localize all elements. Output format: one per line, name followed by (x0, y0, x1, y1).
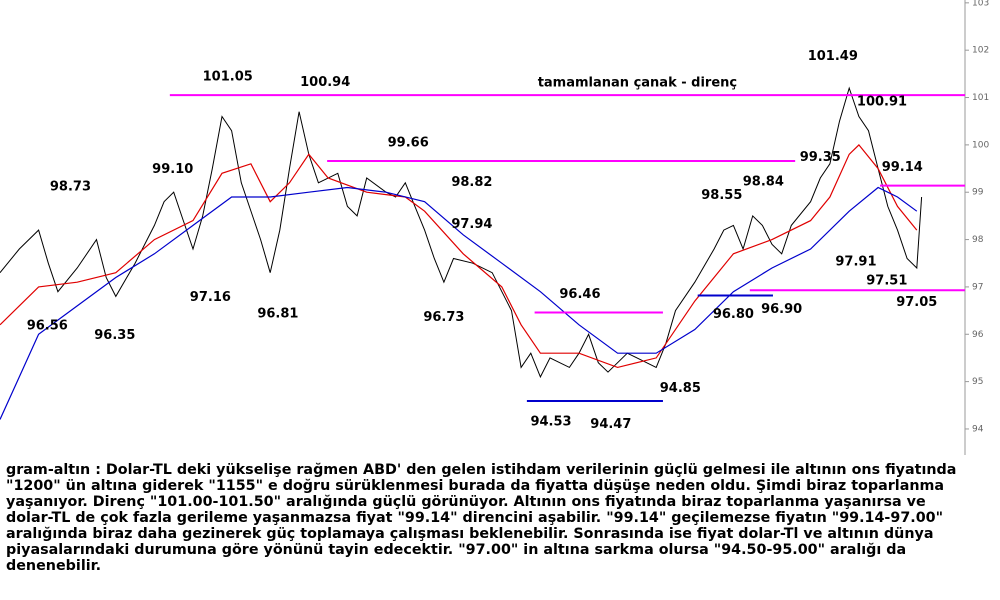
level-label: tamamlanan çanak - direnç (538, 76, 737, 91)
series-line (0, 144, 918, 369)
price-label: 96.46 (559, 287, 600, 302)
price-label: 98.55 (701, 188, 742, 203)
price-label: 94.47 (590, 417, 631, 432)
chart: 94 95 96 97 98 99 100 101 102 103 tamamlanan çanak… (0, 0, 989, 455)
price-label: 99.14 (882, 160, 923, 175)
price-label: 99.66 (388, 135, 429, 150)
commentary: gram-altın : Dolar-TL deki yükselişe rağ… (6, 462, 996, 574)
price-label: 97.94 (451, 217, 492, 232)
series-line (0, 86, 923, 379)
price-label: 98.73 (50, 180, 91, 195)
y-tick-label: 95 (972, 377, 983, 387)
commentary-line: gram-altın : Dolar-TL deki yükselişe rağ… (6, 462, 957, 478)
price-label: 98.84 (743, 174, 784, 189)
price-label: 97.05 (896, 295, 937, 310)
commentary-line: dolar-TL de çok fazla gerileme yaşanmazs… (6, 510, 944, 526)
commentary-line: yaşanıyor. Direnç "101.00-101.50" aralığ… (6, 494, 926, 510)
price-label: 96.80 (713, 307, 754, 322)
price-label: 99.10 (152, 162, 193, 177)
commentary-line: piyasalarındaki durumuna göre yönünü tay… (6, 542, 907, 558)
price-label: 96.81 (257, 306, 298, 321)
price-label: 101.05 (203, 70, 253, 85)
y-tick-label: 96 (972, 330, 984, 340)
price-label: 101.49 (808, 49, 858, 64)
price-label: 100.91 (857, 94, 907, 109)
price-label: 100.94 (300, 75, 350, 90)
y-tick-label: 102 (972, 46, 989, 56)
price-label: 98.82 (451, 175, 492, 190)
y-tick-label: 99 (972, 188, 984, 198)
price-label: 97.51 (866, 273, 907, 288)
price-label: 96.90 (761, 302, 802, 317)
price-label: 97.16 (190, 290, 231, 305)
price-label: 96.73 (423, 310, 464, 325)
y-tick-label: 98 (972, 235, 984, 245)
commentary-line: aralığında biraz daha gezinerek güç topl… (6, 526, 934, 542)
series-line (0, 186, 918, 420)
commentary-line: "1200" ün altına giderek "1155" e doğru … (6, 478, 945, 494)
y-tick-label: 97 (972, 282, 983, 292)
y-tick-label: 100 (972, 140, 989, 150)
price-label: 99.35 (800, 150, 841, 165)
y-tick-label: 101 (972, 93, 989, 103)
y-tick-label: 103 (972, 0, 989, 8)
commentary-line: denenebilir. (6, 558, 102, 574)
price-label: 96.35 (94, 328, 135, 343)
price-label: 94.85 (660, 381, 701, 396)
price-label: 97.91 (835, 254, 876, 269)
price-label: 96.56 (27, 318, 68, 333)
y-tick-label: 94 (972, 424, 984, 434)
price-label: 94.53 (530, 414, 571, 429)
